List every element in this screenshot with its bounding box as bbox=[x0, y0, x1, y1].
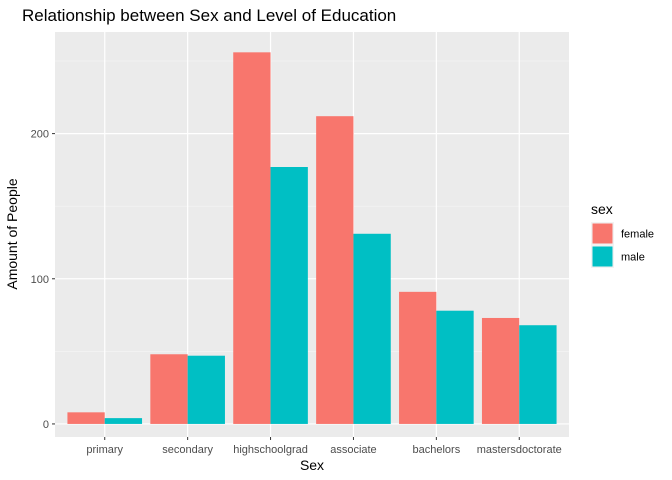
x-tick-label: highschoolgrad bbox=[233, 444, 308, 456]
x-tick-label: primary bbox=[86, 444, 123, 456]
x-tick-label: associate bbox=[330, 444, 376, 456]
bar-male-mastersdoctorate bbox=[519, 325, 557, 424]
legend: sex female male bbox=[591, 201, 654, 268]
x-tick-label: bachelors bbox=[413, 444, 461, 456]
x-tick-label: secondary bbox=[162, 444, 213, 456]
x-axis-ticks: primary secondary highschoolgrad associate b… bbox=[86, 437, 562, 456]
legend-swatch-male bbox=[592, 246, 613, 267]
bar-female-bachelors bbox=[399, 291, 437, 424]
y-axis-title: Amount of People bbox=[4, 178, 20, 290]
y-tick-label: 200 bbox=[31, 129, 49, 141]
bar-male-highschoolgrad bbox=[270, 167, 308, 424]
bar-male-secondary bbox=[187, 355, 225, 424]
legend-label-male: male bbox=[621, 252, 645, 264]
legend-title: sex bbox=[591, 201, 613, 217]
bar-female-highschoolgrad bbox=[233, 52, 271, 424]
y-axis-ticks: 0 100 200 bbox=[31, 129, 55, 431]
bar-female-primary bbox=[67, 412, 105, 424]
bar-female-secondary bbox=[150, 354, 188, 424]
chart-title: Relationship between Sex and Level of Ed… bbox=[22, 6, 396, 25]
legend-swatch-female bbox=[592, 223, 613, 244]
bar-female-associate bbox=[316, 116, 354, 424]
bar-male-bachelors bbox=[436, 310, 474, 424]
y-tick-label: 100 bbox=[31, 274, 49, 286]
y-tick-label: 0 bbox=[43, 419, 49, 431]
bars bbox=[67, 52, 557, 424]
legend-label-female: female bbox=[621, 229, 654, 241]
bar-male-associate bbox=[353, 233, 391, 424]
x-tick-label: mastersdoctorate bbox=[477, 444, 562, 456]
bar-female-mastersdoctorate bbox=[481, 317, 520, 424]
x-axis-title: Sex bbox=[300, 457, 324, 473]
bar-male-primary bbox=[104, 418, 143, 424]
